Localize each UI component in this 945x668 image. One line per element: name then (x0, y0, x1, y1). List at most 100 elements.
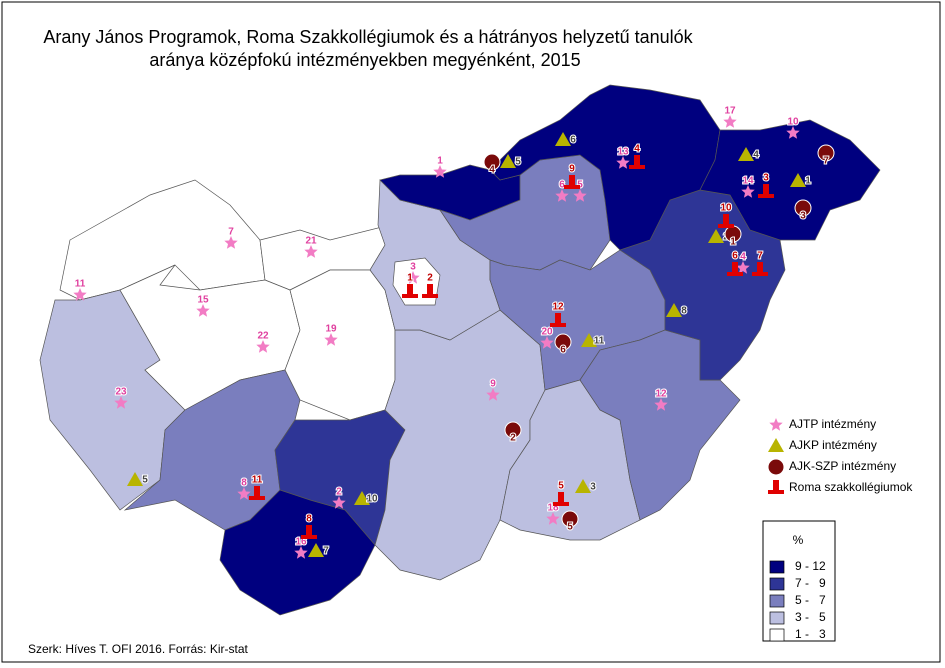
roma-symbol (301, 525, 317, 539)
marker-label: 21 (305, 236, 317, 247)
legend-label: Roma szakkollégiumok (789, 480, 913, 494)
ajtp-symbol (555, 189, 569, 202)
marker-label: 1 (805, 176, 811, 187)
counties (39, 84, 881, 616)
ajkp-symbol (738, 147, 754, 161)
marker-label: 13 (617, 147, 629, 158)
legend-class-label: 1 - 3 (795, 627, 826, 641)
ajtp-symbol (723, 115, 737, 128)
roma-symbol (422, 284, 438, 298)
marker-label: 1 (407, 273, 413, 284)
marker-label: 6 (732, 251, 738, 262)
roma-symbol (718, 214, 734, 228)
ajtp-symbol (406, 271, 420, 284)
ajtp-symbol (73, 288, 87, 301)
legend-label: AJK-SZP intézmény (789, 459, 896, 473)
legend-label: AJKP intézmény (789, 438, 877, 452)
ajtp-symbol (196, 304, 210, 317)
legend-class-label: 7 - 9 (795, 576, 826, 590)
marker-label: 2 (336, 487, 342, 498)
ajkszp-symbol (561, 510, 579, 528)
ajkp-symbol (790, 173, 806, 187)
roma-symbol (402, 284, 418, 298)
ajkszp-symbol (817, 144, 835, 162)
marker-label: 20 (541, 327, 553, 338)
ajkszp-symbol (483, 153, 501, 171)
marker-label: 14 (742, 176, 754, 187)
marker-label: 2 (427, 273, 433, 284)
marker-label: 2 (510, 433, 516, 444)
marker-label: 3 (590, 482, 596, 493)
ajtp-symbol (324, 333, 338, 346)
marker-label: 8 (241, 478, 247, 489)
county (284, 269, 396, 421)
symbol-legend: AJTP intézmény AJKP intézmény AJK-SZP inté… (767, 417, 913, 494)
marker-label: 17 (724, 106, 736, 117)
ajkp-symbol (555, 132, 571, 146)
source: Szerk: Híves T. OFI 2016. Forrás: Kir-st… (28, 642, 249, 656)
marker-label: 19 (325, 324, 337, 335)
ajtp-symbol (256, 340, 270, 353)
roma-symbol (758, 184, 774, 198)
marker-label: 5 (142, 475, 148, 486)
roma-symbol (768, 480, 784, 494)
ajkp-symbol (354, 491, 370, 505)
marker-label: 5 (515, 157, 521, 168)
ajtp-symbol (486, 388, 500, 401)
marker-label: 6 (570, 135, 576, 146)
ajtp-symbol (786, 126, 800, 139)
marker-label: 12 (552, 302, 564, 313)
roma-symbol (550, 313, 566, 327)
legend-swatch (769, 577, 785, 591)
marker-label: 12 (655, 389, 667, 400)
ajtp-symbol (616, 156, 630, 169)
marker-label: 6 (560, 345, 566, 356)
ajtp-symbol (546, 512, 560, 525)
ajkp-symbol (666, 303, 682, 317)
marker-label: 22 (257, 331, 269, 342)
marker-label: 5 (577, 180, 583, 191)
marker-label: 8 (306, 514, 312, 525)
ajkszp-symbol (504, 421, 522, 439)
legend-swatch (769, 611, 785, 625)
roma-symbol (629, 155, 645, 169)
ajtp-symbol (540, 336, 554, 349)
ajkp-symbol (127, 472, 143, 486)
marker-label: 4 (753, 150, 759, 161)
legend-class-label: 9 - 12 (795, 559, 826, 573)
marker-label: 3 (800, 211, 806, 222)
ajkp-symbol (581, 333, 597, 347)
ajtp-symbol (736, 261, 750, 274)
legend-label: AJTP intézmény (789, 417, 876, 431)
ajkszp-symbol (554, 333, 572, 351)
ajkszp-symbol (794, 199, 812, 217)
marker-label: 1 (437, 156, 443, 167)
marker-label: 7 (323, 546, 329, 557)
marker-label: 11 (75, 279, 86, 290)
ajtp-symbol (294, 546, 308, 559)
title-line: Arany János Programok, Roma Szakkollégiu… (43, 27, 693, 47)
marker-label: 4 (740, 252, 746, 263)
marker-label: 7 (228, 227, 234, 238)
ajkp-symbol (500, 154, 516, 168)
ajtp-symbol (237, 487, 251, 500)
marker-label: 9 (569, 164, 575, 175)
legend-class-label: 5 - 7 (795, 593, 826, 607)
marker-label: 23 (115, 387, 127, 398)
ajtp-symbol (332, 496, 346, 509)
legend-swatch (769, 628, 785, 642)
roma-symbol (553, 492, 569, 506)
legend-class-label: 3 - 5 (795, 610, 826, 624)
marker-label: 4 (634, 144, 640, 155)
ajtp-symbol (654, 398, 668, 411)
ajtp-symbol (304, 245, 318, 258)
class-legend: 9 - 12 7 - 9 5 - 7 3 - 5 1 - 3 (769, 559, 826, 642)
marker-label: 15 (197, 295, 209, 306)
marker-label: 11 (252, 475, 263, 486)
marker-label: 7 (757, 251, 763, 262)
marker-label: 10 (787, 117, 799, 128)
marker-label: 4 (489, 165, 495, 176)
legend-swatch (769, 560, 785, 574)
marker-label: 9 (490, 379, 496, 390)
